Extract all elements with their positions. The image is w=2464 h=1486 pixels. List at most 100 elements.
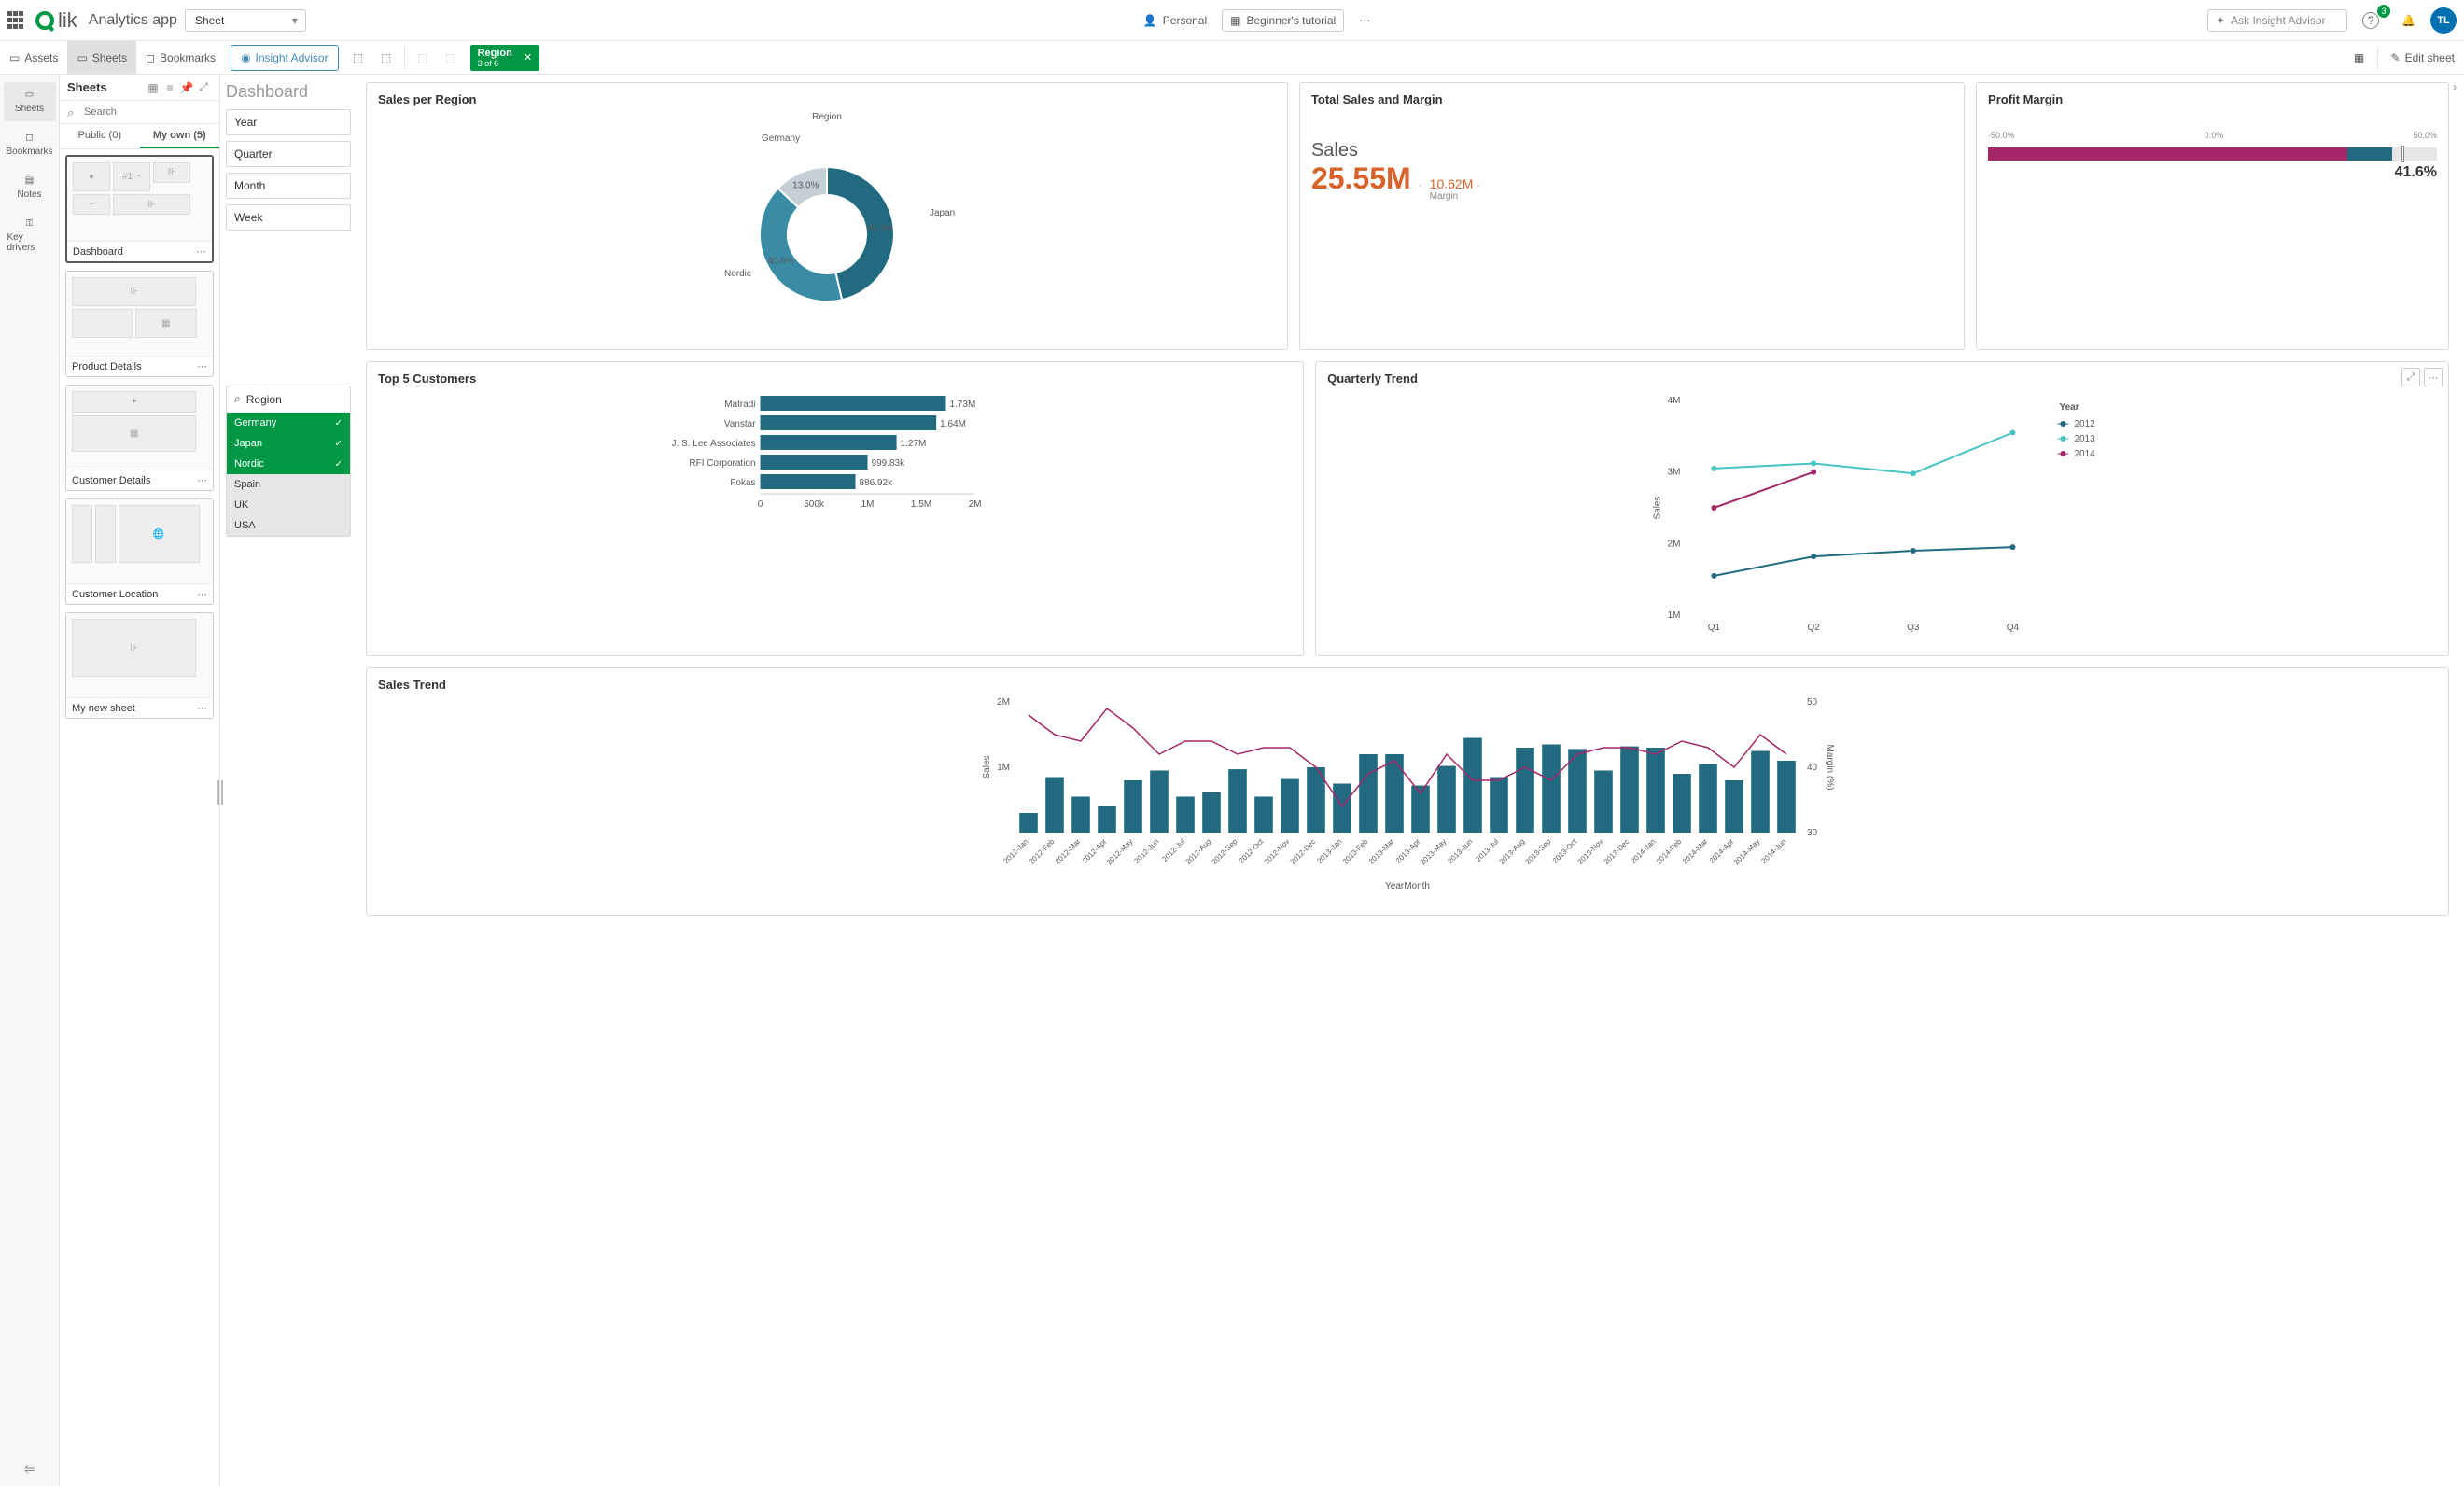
bell-icon[interactable]: 🔔 — [2394, 10, 2423, 31]
panel-resize-handle[interactable] — [217, 780, 223, 805]
sheet-card[interactable]: ⊪▦Product Details⋯ — [65, 271, 214, 377]
more-icon[interactable]: ⋯ — [197, 474, 207, 486]
rail-bookmarks[interactable]: ◻Bookmarks — [4, 125, 56, 164]
card-top5-customers: Top 5 Customers Matradi1.73MVanstar1.64M… — [366, 361, 1304, 656]
region-option[interactable]: USA — [227, 515, 350, 536]
sparkle-icon: ✦ — [2216, 14, 2225, 27]
sheets-search-input[interactable] — [67, 105, 212, 119]
svg-text:2013-Feb: 2013-Feb — [1341, 837, 1370, 866]
svg-text:2012-Aug: 2012-Aug — [1184, 837, 1213, 866]
tab-my-own[interactable]: My own (5) — [140, 124, 220, 148]
sheet-card[interactable]: ●#1 ◔⊪~⊪Dashboard⋯ — [65, 155, 214, 263]
list-view-icon[interactable]: ≡ — [161, 81, 178, 94]
svg-text:2014-Jun: 2014-Jun — [1759, 837, 1787, 865]
pin-icon[interactable]: 📌 — [178, 81, 195, 94]
svg-text:999.83k: 999.83k — [872, 458, 906, 469]
bookmark-icon: ◻ — [146, 51, 155, 64]
sheets-panel: Sheets ▦ ≡ 📌 ⤢ Public (0) My own (5) ●#1… — [60, 75, 220, 1486]
more-icon[interactable]: ⋯ — [2424, 368, 2443, 386]
more-icon[interactable]: ⋯ — [196, 245, 206, 258]
region-filter: ⌕Region GermanyJapanNordicSpainUKUSA — [226, 386, 351, 537]
sheets-panel-title: Sheets — [67, 80, 145, 94]
sheets-tab[interactable]: ▭Sheets — [67, 41, 136, 74]
step-back-icon[interactable]: ⬚ — [409, 41, 437, 74]
bullet-chart[interactable] — [1988, 147, 2437, 161]
svg-text:2014-Feb: 2014-Feb — [1655, 837, 1684, 866]
svg-text:2012-Jul: 2012-Jul — [1160, 837, 1186, 863]
svg-text:Q1: Q1 — [1708, 623, 1721, 633]
help-button[interactable]: ?3 — [2355, 8, 2387, 33]
more-icon[interactable]: ⋯ — [197, 588, 207, 600]
svg-text:Japan: Japan — [930, 208, 955, 218]
bookmark-icon: ◻ — [25, 133, 33, 143]
region-option[interactable]: UK — [227, 495, 350, 515]
sheet-card[interactable]: ⊪My new sheet⋯ — [65, 612, 214, 719]
svg-text:2013-Aug: 2013-Aug — [1498, 837, 1527, 866]
rail-drivers[interactable]: ⚿Key drivers — [4, 211, 56, 260]
bookmarks-tab[interactable]: ◻Bookmarks — [136, 41, 225, 74]
svg-text:Q4: Q4 — [2007, 623, 2020, 633]
svg-text:2013-Nov: 2013-Nov — [1576, 837, 1605, 866]
svg-text:2013-Jul: 2013-Jul — [1474, 837, 1500, 863]
more-icon[interactable]: ⋯ — [197, 702, 207, 714]
selection-chip-region[interactable]: Region3 of 6 ✕ — [470, 45, 540, 71]
sales-trend-chart[interactable]: 1M2M304050SalesMargin (%)2012-Jan2012-Fe… — [378, 697, 2437, 903]
collapse-rail-icon[interactable]: ⥢ — [24, 1461, 35, 1477]
insight-search[interactable]: ✦Ask Insight Advisor — [2207, 9, 2347, 32]
filter-month[interactable]: Month — [226, 173, 351, 199]
card-quarterly-trend: ⤢⋯ Quarterly Trend 1M2M3M4MSalesQ1Q2Q3Q4… — [1315, 361, 2449, 656]
region-option[interactable]: Germany — [227, 413, 350, 433]
app-launcher-icon[interactable] — [7, 11, 26, 30]
close-icon[interactable]: ✕ — [524, 51, 532, 63]
rail-sheets[interactable]: ▭Sheets — [4, 82, 56, 121]
expand-icon[interactable]: ⤢ — [195, 80, 212, 94]
svg-text:40: 40 — [1807, 763, 1818, 773]
tab-public[interactable]: Public (0) — [60, 124, 140, 148]
sheet-dropdown[interactable]: Sheet — [185, 9, 306, 32]
svg-text:2013-Mar: 2013-Mar — [1367, 837, 1396, 866]
layout-icon[interactable]: ▦ — [2345, 41, 2373, 74]
selection-tool-1-icon[interactable]: ⬚ — [344, 41, 372, 74]
svg-text:Q3: Q3 — [1907, 623, 1920, 633]
user-avatar[interactable]: TL — [2430, 7, 2457, 34]
dashboard: ‹ › Sales per Region Region 46.4%Japan40… — [357, 75, 2464, 1486]
edit-sheet-button[interactable]: ✎Edit sheet — [2382, 41, 2464, 74]
svg-text:2M: 2M — [997, 697, 1010, 708]
fullscreen-icon[interactable]: ⤢ — [2401, 368, 2420, 386]
assets-tab[interactable]: ▭Assets — [0, 41, 67, 74]
sheet-card[interactable]: ✦▦Customer Details⋯ — [65, 385, 214, 491]
top5-chart[interactable]: Matradi1.73MVanstar1.64MJ. S. Lee Associ… — [378, 391, 1292, 540]
more-icon[interactable]: ⋯ — [1351, 10, 1378, 31]
donut-chart[interactable]: 46.4%Japan40.6%Nordic13.0%Germany — [378, 122, 1276, 337]
step-fwd-icon[interactable]: ⬚ — [437, 41, 465, 74]
quarterly-chart[interactable]: 1M2M3M4MSalesQ1Q2Q3Q4Year201220132014 — [1327, 391, 2437, 643]
filter-quarter[interactable]: Quarter — [226, 141, 351, 167]
svg-text:886.92k: 886.92k — [860, 478, 894, 488]
selection-tool-2-icon[interactable]: ⬚ — [372, 41, 400, 74]
grid-view-icon[interactable]: ▦ — [145, 81, 161, 94]
region-option[interactable]: Japan — [227, 433, 350, 454]
svg-text:J. S. Lee Associates: J. S. Lee Associates — [671, 439, 755, 449]
svg-text:1M: 1M — [997, 763, 1010, 773]
filter-week[interactable]: Week — [226, 204, 351, 231]
svg-text:0: 0 — [758, 499, 763, 510]
top-header: lik Analytics app Sheet 👤Personal ▦Begin… — [0, 0, 2464, 41]
svg-text:2013-Jun: 2013-Jun — [1446, 837, 1474, 865]
more-icon[interactable]: ⋯ — [197, 360, 207, 372]
region-option[interactable]: Nordic — [227, 454, 350, 474]
insight-advisor-button[interactable]: ◉Insight Advisor — [231, 45, 339, 71]
personal-button[interactable]: 👤Personal — [1136, 10, 1214, 31]
svg-text:Germany: Germany — [762, 133, 800, 144]
tutorial-button[interactable]: ▦Beginner's tutorial — [1222, 9, 1344, 32]
svg-text:40.6%: 40.6% — [767, 256, 793, 266]
notes-icon: ▤ — [25, 175, 34, 186]
region-option[interactable]: Spain — [227, 474, 350, 495]
rail-notes[interactable]: ▤Notes — [4, 168, 56, 207]
svg-text:2012-Jun: 2012-Jun — [1132, 837, 1160, 865]
filter-year[interactable]: Year — [226, 109, 351, 135]
svg-text:Sales: Sales — [982, 755, 992, 778]
next-sheet-icon[interactable]: › — [2453, 80, 2457, 93]
svg-text:2014-Mar: 2014-Mar — [1681, 837, 1710, 866]
sheet-card[interactable]: 🌐Customer Location⋯ — [65, 498, 214, 605]
svg-text:1.5M: 1.5M — [911, 499, 931, 510]
